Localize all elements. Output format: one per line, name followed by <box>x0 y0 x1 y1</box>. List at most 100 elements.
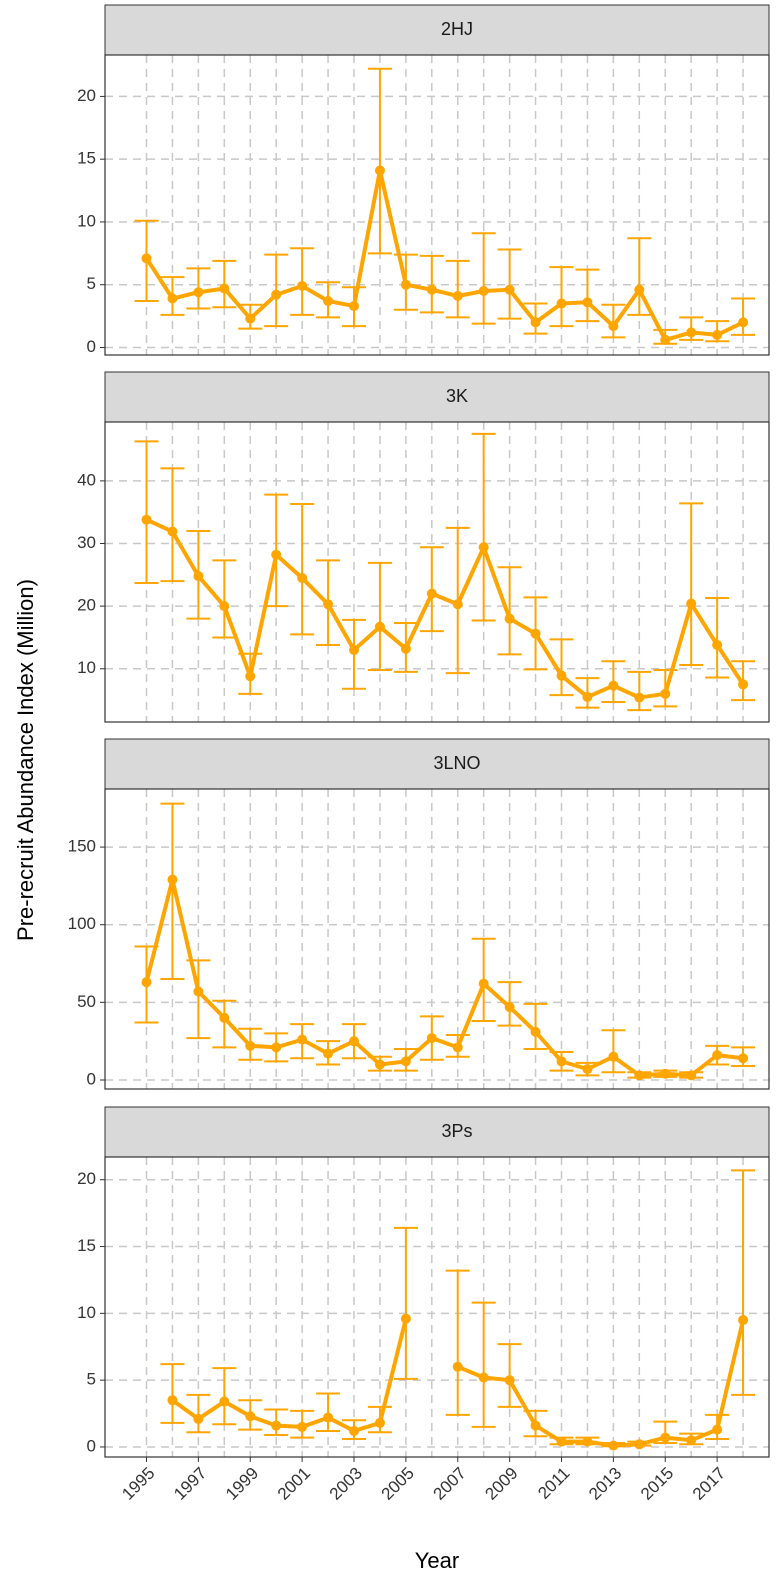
data-point <box>556 670 567 681</box>
data-point <box>738 1053 749 1064</box>
y-tick-label: 20 <box>77 86 96 105</box>
panel-title: 3LNO <box>433 753 480 773</box>
y-tick-label: 40 <box>77 470 96 489</box>
data-point <box>738 317 749 328</box>
panel-background <box>105 55 769 355</box>
data-point <box>349 644 359 655</box>
data-point <box>634 284 645 295</box>
panel-background <box>105 789 769 1089</box>
data-point <box>634 1439 645 1450</box>
data-point <box>400 1313 411 1324</box>
y-tick-label: 5 <box>87 1370 96 1389</box>
x-tick-label: 1999 <box>222 1464 262 1504</box>
data-point <box>426 284 437 295</box>
data-point <box>349 1036 359 1047</box>
y-tick-label: 10 <box>77 211 96 230</box>
y-tick-label: 100 <box>68 914 96 933</box>
y-tick-label: 20 <box>77 1169 96 1188</box>
panel-title: 3K <box>446 386 468 406</box>
x-tick-label: 2007 <box>430 1464 470 1504</box>
data-point <box>504 613 515 624</box>
data-point <box>738 679 749 690</box>
y-tick-label: 10 <box>77 1303 96 1322</box>
panel-border <box>104 421 770 723</box>
x-tick-label: 1995 <box>118 1464 158 1504</box>
data-point <box>582 691 593 702</box>
data-point <box>167 293 178 304</box>
data-point <box>193 287 204 298</box>
data-point <box>297 1421 308 1432</box>
data-point <box>504 1002 515 1013</box>
x-tick-label: 2003 <box>326 1464 366 1504</box>
data-point <box>582 1436 593 1447</box>
data-point <box>660 688 671 699</box>
x-tick-label: 1997 <box>170 1464 210 1504</box>
data-point <box>323 599 334 610</box>
data-point <box>530 317 541 328</box>
data-point <box>374 1417 385 1428</box>
y-tick-label: 10 <box>77 658 96 677</box>
data-point <box>400 1056 411 1067</box>
data-point <box>141 977 152 988</box>
data-point <box>504 1375 515 1386</box>
data-point <box>193 1413 204 1424</box>
data-point <box>634 692 645 703</box>
data-point <box>349 1425 359 1436</box>
panel-background <box>105 422 769 722</box>
data-point <box>271 1420 282 1431</box>
data-point <box>323 296 334 307</box>
data-point <box>245 671 256 682</box>
data-point <box>530 628 541 639</box>
data-point <box>478 285 489 296</box>
data-point <box>556 298 567 309</box>
data-point <box>426 1033 437 1044</box>
data-point <box>608 1051 619 1062</box>
data-point <box>245 313 256 324</box>
data-point <box>193 986 204 997</box>
data-point <box>167 526 178 537</box>
data-point <box>530 1420 541 1431</box>
panel-title: 3Ps <box>441 1121 472 1141</box>
y-tick-label: 30 <box>77 533 96 552</box>
x-tick-label: 2001 <box>274 1464 314 1504</box>
data-point <box>141 514 152 525</box>
data-point <box>660 1432 671 1443</box>
data-point <box>452 599 463 610</box>
data-point <box>712 1424 723 1435</box>
data-point <box>608 1440 619 1451</box>
data-line <box>144 168 744 342</box>
x-tick-label: 2015 <box>637 1464 677 1504</box>
data-point <box>400 279 411 290</box>
panel-border <box>104 54 770 356</box>
y-tick-label: 0 <box>87 1069 96 1088</box>
panel-strip <box>104 371 770 423</box>
data-point <box>582 1064 593 1075</box>
x-tick-label: 2009 <box>481 1464 521 1504</box>
data-point <box>478 978 489 989</box>
data-point <box>686 598 697 609</box>
y-tick-label: 150 <box>68 837 96 856</box>
y-tick-label: 0 <box>87 337 96 356</box>
data-point <box>660 334 671 345</box>
data-point <box>738 1315 749 1326</box>
data-point <box>452 1042 463 1053</box>
y-axis-label: Pre-recruit Abundance Index (Million) <box>13 579 38 941</box>
data-point <box>452 1361 463 1372</box>
panel-strip <box>104 738 770 790</box>
data-point <box>193 571 204 582</box>
data-point <box>530 1026 541 1037</box>
data-point <box>556 1436 567 1447</box>
data-point <box>219 1396 230 1407</box>
data-point <box>374 621 385 632</box>
panel-border <box>104 788 770 1090</box>
data-point <box>349 301 359 312</box>
data-point <box>608 321 619 332</box>
data-point <box>504 284 515 295</box>
x-tick-label: 2011 <box>534 1464 573 1503</box>
y-tick-label: 15 <box>77 1236 96 1255</box>
data-point <box>400 643 411 654</box>
y-tick-label: 5 <box>87 274 96 293</box>
data-point <box>297 1034 308 1045</box>
panel-border <box>104 1156 770 1458</box>
